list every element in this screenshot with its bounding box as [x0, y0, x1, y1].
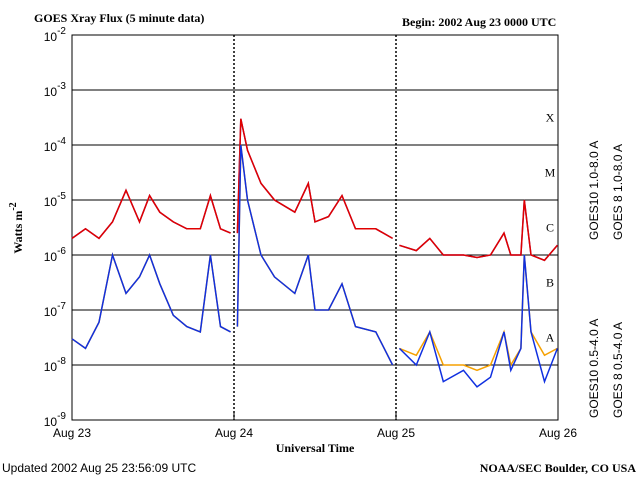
class-label: M [545, 166, 556, 180]
x-tick-label: Aug 25 [377, 426, 415, 440]
y-tick-label: 10-7 [44, 301, 67, 319]
y-tick-label: 10-9 [44, 411, 67, 429]
footer-right: NOAA/SEC Boulder, CO USA [480, 461, 637, 475]
y-tick-base: 10 [44, 415, 58, 429]
legend-entry: GOES 8 0.5-4.0 A [611, 322, 625, 418]
plot-frame [71, 34, 559, 421]
y-tick-label: 10-4 [44, 136, 67, 154]
series-line [71, 144, 559, 388]
y-tick-label: 10-3 [44, 81, 67, 99]
y-tick-base: 10 [44, 305, 58, 319]
y-tick-exponent: -7 [57, 301, 66, 312]
class-label: X [546, 111, 555, 125]
y-tick-base: 10 [44, 85, 58, 99]
y-tick-label: 10-6 [44, 246, 67, 264]
x-tick-label: Aug 26 [539, 426, 577, 440]
legend-entry: GOES10 1.0-8.0 A [587, 141, 601, 240]
y-tick-label: 10-5 [44, 191, 67, 209]
class-label: B [546, 276, 554, 290]
series-line [71, 118, 558, 262]
y-axis-label-text: Watts m [11, 211, 25, 254]
legend-entry: GOES 8 1.0-8.0 A [611, 144, 625, 240]
y-tick-exponent: -2 [57, 26, 66, 37]
x-tick-label: Aug 24 [215, 426, 253, 440]
y-tick-base: 10 [44, 140, 58, 154]
series-line [71, 118, 558, 262]
y-tick-label: 10-8 [44, 356, 67, 374]
x-tick-label: Aug 23 [53, 426, 91, 440]
chart-subtitle: Begin: 2002 Aug 23 0000 UTC [402, 15, 556, 29]
y-tick-exponent: -3 [57, 81, 66, 92]
class-label: C [546, 221, 554, 235]
y-tick-base: 10 [44, 360, 58, 374]
y-tick-base: 10 [44, 250, 58, 264]
legend-entry: GOES10 0.5-4.0 A [587, 319, 601, 418]
y-tick-exponent: -4 [57, 136, 66, 147]
y-axis-label-exponent: -2 [8, 202, 19, 210]
y-tick-base: 10 [44, 195, 58, 209]
chart-title: GOES Xray Flux (5 minute data) [34, 11, 204, 25]
series-line [71, 144, 558, 372]
y-tick-label: 10-2 [44, 26, 67, 44]
y-tick-exponent: -9 [57, 411, 66, 422]
y-tick-base: 10 [44, 30, 58, 44]
y-tick-exponent: -6 [57, 246, 66, 257]
y-tick-exponent: -5 [57, 191, 66, 202]
footer-left: Updated 2002 Aug 25 23:56:09 UTC [2, 461, 196, 475]
x-axis-label: Universal Time [276, 441, 355, 455]
y-tick-exponent: -8 [57, 356, 66, 367]
y-axis-label: Watts m-2 [8, 202, 25, 253]
class-label: A [546, 331, 555, 345]
